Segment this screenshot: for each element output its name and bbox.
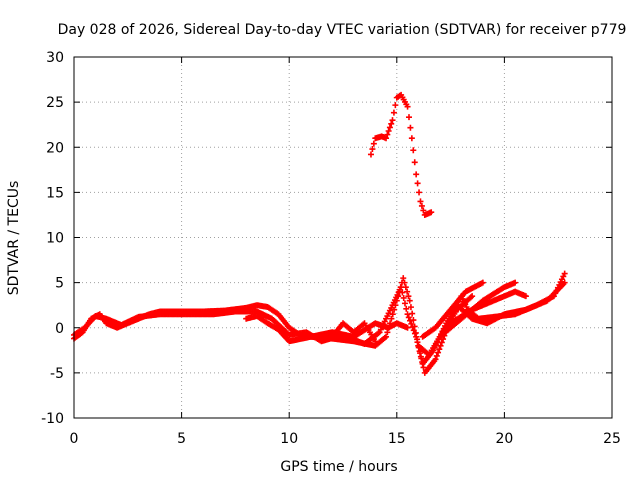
data-point [413,333,420,340]
data-point [405,293,412,300]
axis-ticks: 0 5 10 15 20 25 -10 -5 0 5 10 15 20 25 30 [41,50,621,447]
data-point [398,284,405,291]
data-point [432,356,439,363]
y-tick-label: 20 [46,140,64,156]
y-tick-label: 10 [46,231,64,247]
data-point [390,109,397,116]
data-point [410,147,417,154]
data-point [367,151,374,158]
data-point [417,350,424,357]
y-tick-label: -5 [50,366,64,382]
series-track-main-d [419,279,486,340]
data-point [403,305,410,312]
data-point [383,333,390,340]
data-point [420,207,427,214]
data-point [400,275,407,282]
data-point [435,349,442,356]
data-point [414,339,421,346]
data-point [372,338,379,345]
data-point [436,346,443,353]
data-point [405,114,412,121]
data-point [479,279,486,286]
data-point [433,352,440,359]
data-point [388,315,395,322]
y-tick-label: 0 [55,321,64,337]
data-series [71,91,568,376]
x-axis-label: GPS time / hours [280,459,397,475]
data-point [401,279,408,286]
data-point [414,180,421,187]
y-tick-label: 30 [46,50,64,66]
data-point [369,146,376,153]
data-point [386,124,393,131]
data-point [399,289,406,296]
data-point [392,102,399,109]
data-point [407,124,414,131]
data-point [561,270,568,277]
y-tick-label: -10 [41,411,64,427]
x-tick-label: 5 [177,431,186,447]
data-point [385,128,392,135]
data-point [389,311,396,318]
series-track-peak [367,91,435,218]
data-point [469,293,476,300]
series-track-main-g [415,293,476,358]
data-point [370,140,377,147]
data-point [413,171,420,178]
y-tick-label: 15 [46,185,64,201]
data-point [404,103,411,110]
data-point [411,159,418,166]
data-point [512,279,519,286]
series-track-main-f [447,288,529,327]
data-point [418,355,425,362]
x-tick-label: 20 [495,431,513,447]
data-point [407,304,414,311]
data-point [401,300,408,307]
x-tick-label: 0 [70,431,79,447]
data-point [417,198,424,205]
chart-title: Day 028 of 2026, Sidereal Day-to-day VTE… [58,22,627,38]
x-tick-label: 10 [280,431,298,447]
x-tick-label: 15 [388,431,406,447]
series-track-main-h [329,320,379,345]
y-axis-label: SDTVAR / TECUs [6,181,22,296]
data-point [388,120,395,127]
data-point [406,297,413,304]
x-tick-label: 25 [603,431,621,447]
data-point [384,131,391,138]
data-point [416,189,423,196]
data-point [389,117,396,124]
data-point [407,317,414,324]
data-point [400,294,407,301]
data-point [522,293,529,300]
data-point [404,311,411,318]
data-point [437,342,444,349]
grid [74,57,612,418]
data-point [420,364,427,371]
data-point [561,279,568,286]
data-point [410,327,417,334]
data-point [411,330,418,337]
data-point [404,288,411,295]
data-point [428,209,435,216]
data-point [408,135,415,142]
series-track-main-c [243,313,411,345]
data-point [405,314,412,321]
y-tick-label: 25 [46,95,64,111]
data-point [408,320,415,327]
data-point [404,324,411,331]
data-point [383,135,390,142]
data-point [418,202,425,209]
y-tick-label: 5 [55,276,64,292]
